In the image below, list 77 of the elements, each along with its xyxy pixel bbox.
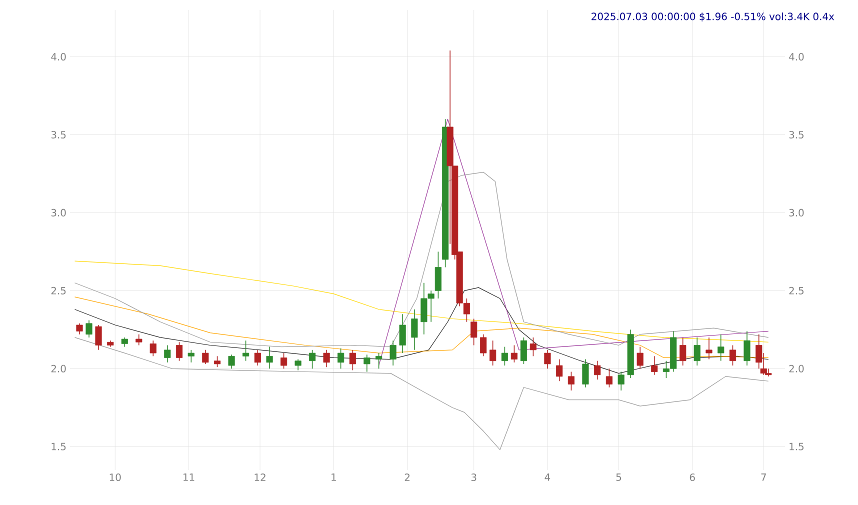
y2-tick-label: 1.5 bbox=[790, 442, 804, 450]
candlestick bbox=[228, 354, 235, 370]
candlestick bbox=[718, 334, 724, 362]
candlestick bbox=[95, 324, 102, 350]
x-tick-label: 10 bbox=[110, 474, 121, 482]
y-tick-label: 3.0 bbox=[51, 208, 66, 216]
line-series bbox=[378, 118, 769, 366]
line-series bbox=[74, 296, 769, 358]
candlestick bbox=[434, 251, 442, 299]
candlestick bbox=[323, 350, 330, 368]
candlestick bbox=[399, 314, 406, 354]
candlestick bbox=[618, 371, 624, 391]
candlestick bbox=[150, 340, 156, 357]
candlestick bbox=[510, 344, 518, 363]
y2-tick-label: 2.5 bbox=[789, 286, 804, 294]
candlestick bbox=[744, 330, 750, 366]
candlestick bbox=[280, 352, 288, 370]
line-series bbox=[74, 260, 769, 342]
candlestick bbox=[480, 334, 487, 357]
candlestick bbox=[470, 318, 478, 346]
candlestick bbox=[121, 337, 128, 348]
candlestick bbox=[501, 346, 508, 366]
candlestick bbox=[636, 346, 644, 370]
x-tick-label: 11 bbox=[184, 474, 194, 481]
line-series bbox=[74, 337, 769, 450]
x-tick-label: 6 bbox=[690, 474, 695, 482]
y-tick-label: 2.5 bbox=[51, 286, 66, 294]
candlestick bbox=[309, 350, 316, 370]
candlestick bbox=[364, 354, 370, 372]
candlestick bbox=[76, 323, 83, 335]
candlestick bbox=[202, 350, 209, 364]
chart-title: 2025.07.03 00:00:00 $1.96 -0.51% vol:3.4K 0.4x bbox=[592, 12, 834, 22]
candlestick bbox=[214, 356, 221, 368]
y2-tick-label: 3.0 bbox=[789, 208, 804, 216]
candlestick bbox=[694, 337, 700, 366]
x-tick-label: 5 bbox=[616, 474, 622, 481]
candlestick bbox=[729, 344, 736, 366]
candlestick bbox=[294, 358, 302, 371]
candlestick bbox=[490, 340, 496, 366]
candlestick bbox=[266, 346, 273, 370]
candlestick bbox=[349, 350, 356, 371]
candlestick bbox=[520, 337, 527, 364]
y-tick-label: 2.0 bbox=[51, 364, 66, 372]
candlestick bbox=[338, 348, 344, 370]
candlestick bbox=[568, 371, 575, 391]
y2-tick-label: 2.0 bbox=[789, 364, 804, 372]
y-tick-label: 1.5 bbox=[52, 442, 66, 450]
y2-tick-label: 4.0 bbox=[789, 52, 804, 61]
x-tick-label: 12 bbox=[254, 474, 266, 481]
candlestick bbox=[706, 337, 712, 360]
candlestick bbox=[376, 352, 382, 370]
candlestick bbox=[411, 308, 418, 350]
candlestick bbox=[544, 350, 551, 370]
candlestick bbox=[390, 340, 396, 366]
candlestick bbox=[680, 337, 686, 366]
candlestick bbox=[136, 334, 142, 346]
candlestick bbox=[242, 340, 250, 362]
candlestick bbox=[594, 360, 601, 380]
candlestick bbox=[176, 342, 183, 362]
candlestick bbox=[651, 356, 658, 376]
candlestick bbox=[188, 350, 194, 363]
x-tick-label: 1 bbox=[332, 474, 336, 481]
y-tick-label: 4.0 bbox=[51, 52, 66, 61]
x-tick-label: 7 bbox=[761, 474, 766, 481]
candlestick bbox=[530, 337, 536, 357]
y2-tick-label: 3.5 bbox=[789, 130, 804, 139]
candlestick bbox=[606, 368, 613, 388]
x-tick-label: 2 bbox=[404, 474, 410, 481]
candlestick bbox=[556, 358, 563, 382]
candlestick bbox=[164, 344, 171, 363]
candlestick bbox=[86, 320, 92, 338]
x-tick-label: 3 bbox=[471, 474, 476, 482]
candlestick bbox=[582, 358, 589, 388]
x-tick-label: 4 bbox=[544, 474, 550, 481]
line-series bbox=[74, 287, 769, 374]
y-tick-label: 3.5 bbox=[51, 130, 66, 139]
candlestick bbox=[254, 350, 261, 366]
